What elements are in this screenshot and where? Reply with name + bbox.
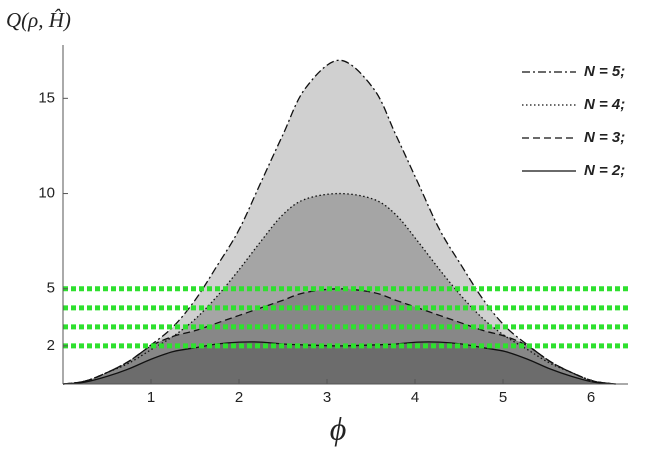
- x-tick-label: 6: [587, 389, 595, 406]
- y-tick-label: 5: [47, 280, 55, 297]
- y-tick-label: 15: [38, 89, 55, 106]
- x-tick-label: 4: [411, 389, 419, 406]
- legend-label: N = 5;: [584, 63, 625, 80]
- y-tick-label: 10: [38, 185, 55, 202]
- y-tick-label: 2: [47, 337, 55, 354]
- legend-label: N = 3;: [584, 129, 625, 146]
- series-line: [62, 192, 616, 385]
- x-tick-label: 2: [235, 389, 243, 406]
- legend-label: N = 2;: [584, 162, 625, 179]
- x-tick-label: 5: [499, 389, 507, 406]
- x-tick-label: 1: [147, 389, 155, 406]
- x-tick-label: 3: [323, 389, 331, 406]
- legend-label: N = 4;: [584, 96, 625, 113]
- area-shading: [63, 341, 616, 384]
- y-axis-label: Q(ρ, Ĥ): [6, 8, 71, 32]
- x-axis-label: ϕ: [330, 410, 347, 446]
